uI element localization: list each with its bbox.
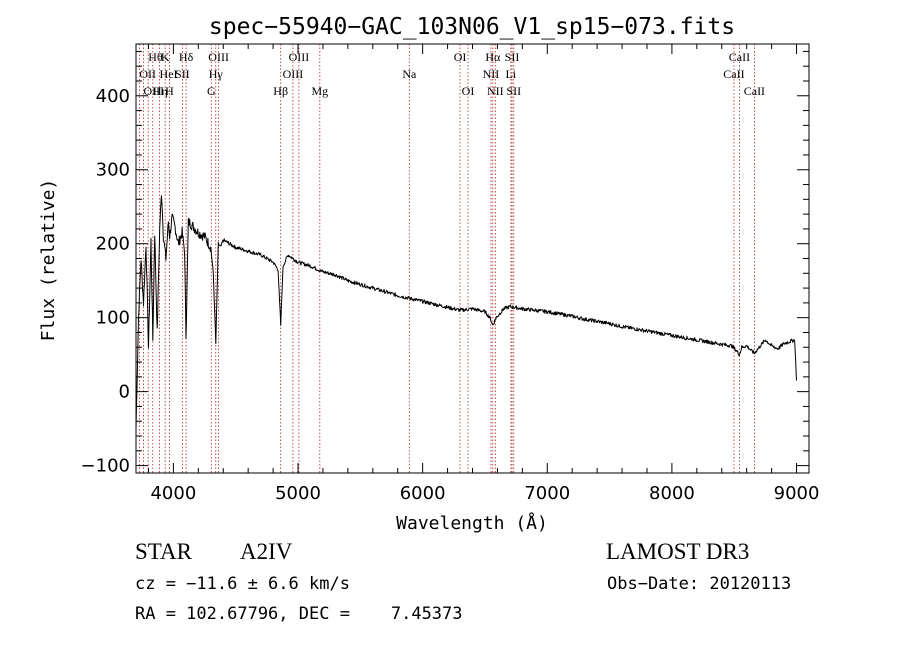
spectrum-line [135,195,797,429]
line-label-6: Hα [485,50,501,64]
x-tick-label-3: 7000 [524,483,570,504]
x-tick-label-2: 6000 [400,483,446,504]
object-subclass: A2IV [240,539,293,564]
y-axis-label: Flux (relative) [38,179,59,342]
y-tick-label-5: 400 [96,86,130,107]
x-axis-label: Wavelength (Å) [396,512,548,534]
spectrum-series [135,195,797,429]
line-label-2: Hδ [179,50,194,64]
line-label-22: Hβ [273,84,288,98]
line-label-20: H [165,84,174,98]
line-label-25: NII [487,84,504,98]
line-label-0: Hθ [148,50,163,64]
x-tick-label-4: 8000 [649,483,695,504]
line-label-18: OIII [143,84,164,98]
line-label-1: K [161,50,170,64]
object-class: STAR [135,539,193,564]
y-tick-label-4: 300 [96,160,130,181]
line-label-26: SII [506,84,521,98]
plot-frame [135,43,810,474]
line-label-3: OIII [208,50,229,64]
line-label-11: SII [175,67,190,81]
line-label-24: OI [462,84,475,98]
chart-title: spec−55940−GAC_103N06_V1_sp15−073.fits [209,14,735,40]
coordinates: RA = 102.67796, DEC = 7.45373 [135,604,463,624]
line-label-21: G [207,84,216,98]
line-label-15: NII [483,67,500,81]
line-label-5: OI [454,50,467,64]
line-label-8: CaII [729,50,750,64]
survey-name: LAMOST DR3 [606,539,749,564]
line-label-16: Li [506,67,517,81]
line-label-17: CaII [723,67,744,81]
line-label-27: CaII [744,84,765,98]
x-tick-label-1: 5000 [275,483,321,504]
line-label-13: OIII [283,67,304,81]
redshift-readout: cz = −11.6 ± 6.6 km/s [135,574,350,594]
obs-date: Obs−Date: 20120113 [607,574,791,594]
line-label-14: Na [402,67,417,81]
axis-ticks: 4000 5000 6000 7000 8000 9000 −100 0 100 200 300 40… [81,44,820,504]
x-tick-label-5: 9000 [774,483,820,504]
y-tick-label-1: 0 [119,382,130,403]
y-tick-label-0: −100 [81,456,130,477]
line-label-23: Mg [311,84,328,98]
line-label-12: Hγ [209,67,224,81]
line-label-7: SII [505,50,520,64]
y-tick-label-3: 200 [96,234,130,255]
x-tick-label-0: 4000 [150,483,196,504]
line-label-10: HeI [160,67,178,81]
line-label-4: OIII [289,50,310,64]
y-tick-label-2: 100 [96,308,130,329]
line-label-19: Hη [153,84,168,98]
line-label-9: OII [139,67,156,81]
